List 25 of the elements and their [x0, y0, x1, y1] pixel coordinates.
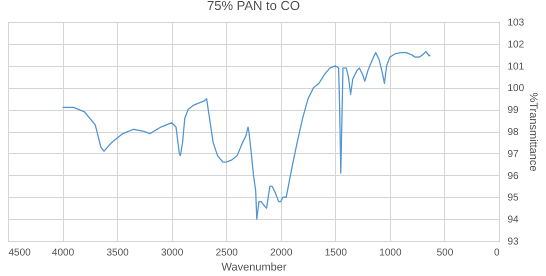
- y-tick-label: 101: [508, 61, 525, 72]
- x-tick-label: 2500: [216, 248, 238, 258]
- x-tick-label: 3000: [161, 248, 184, 258]
- chart-title: 75% PAN to CO: [207, 0, 300, 13]
- y-tick-label: 103: [508, 18, 525, 28]
- y-tick-label: 93: [508, 236, 520, 248]
- x-tick-label: 1500: [324, 248, 348, 258]
- x-tick-label: 3500: [106, 248, 130, 258]
- x-axis-title: Wavenumber: [221, 262, 287, 274]
- y-tick-label: 96: [508, 170, 520, 182]
- y-tick-label: 97: [508, 148, 520, 160]
- y-tick-label: 98: [508, 127, 520, 138]
- x-tick-label: 0: [494, 248, 500, 258]
- x-tick-label: 2000: [270, 248, 293, 258]
- y-axis-title: %Transmittance: [527, 92, 540, 172]
- y-tick-label: 102: [508, 39, 525, 50]
- line-series: [62, 50, 431, 220]
- x-tick-label: 4500: [8, 248, 32, 258]
- x-tick-label: 500: [436, 248, 454, 258]
- y-tick-label: 99: [508, 105, 520, 116]
- y-tick-label: 94: [508, 214, 520, 226]
- x-tick-label: 4000: [52, 248, 75, 258]
- y-tick-label: 95: [508, 192, 520, 204]
- x-tick-label: 1000: [379, 248, 402, 258]
- y-tick-label: 100: [508, 83, 525, 94]
